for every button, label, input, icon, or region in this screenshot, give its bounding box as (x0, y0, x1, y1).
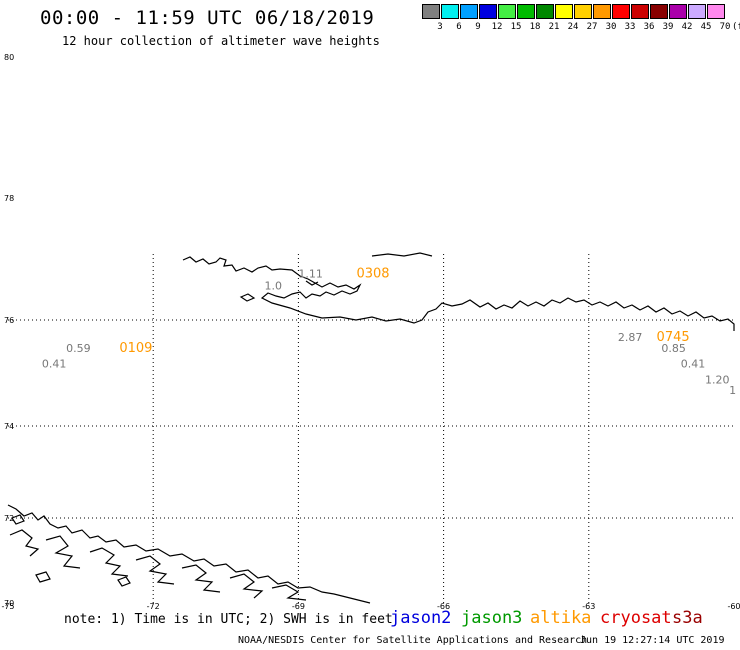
legend-swatch (574, 4, 592, 19)
legend-swatch (555, 4, 573, 19)
latitude-tick-label: 76 (4, 316, 14, 325)
legend-swatch (612, 4, 630, 19)
legend-swatch (650, 4, 668, 19)
legend-value-label: 21 (548, 22, 560, 32)
legend-swatch (669, 4, 687, 19)
graticule (8, 254, 734, 603)
pass-time-label: 0109 (119, 341, 152, 356)
satellite-name-jason2: jason2 (390, 608, 452, 628)
legend-value-label: 6 (456, 22, 462, 32)
map-title: 00:00 - 11:59 UTC 06/18/2019 (40, 7, 375, 29)
legend-value-label: 36 (643, 22, 655, 32)
legend-value-label: 33 (624, 22, 636, 32)
satellite-name-altika: altika (530, 608, 592, 628)
wave-height-value: 0.59 (66, 342, 91, 355)
north-coast-islet (239, 293, 256, 302)
wave-height-value: 1 (729, 384, 736, 397)
wave-height-value: 0.41 (681, 358, 706, 371)
legend-swatch (498, 4, 516, 19)
legend-swatch (707, 4, 725, 19)
baffin-fjord-4 (135, 555, 175, 585)
legend-value-label: 42 (681, 22, 693, 32)
latitude-tick-label: 72 (4, 514, 14, 523)
wave-height-value: 0.85 (661, 342, 686, 355)
legend-value-label: 3 (437, 22, 443, 32)
latitude-tick-label: 78 (4, 194, 14, 203)
legend-swatch (460, 4, 478, 19)
legend-swatch (441, 4, 459, 19)
units-note: note: 1) Time is in UTC; 2) SWH is in fe… (64, 612, 393, 627)
satellite-name-s3a: s3a (672, 608, 703, 628)
credit-line: NOAA/NESDIS Center for Satellite Applica… (238, 635, 588, 646)
legend-value-label: 9 (475, 22, 481, 32)
map-labels: -75 -72 -69 -66 -63 -60 80 78 76 74 72 70 0.59 0.41 01… (1, 53, 740, 611)
legend-swatch (688, 4, 706, 19)
baffin-fjord-6 (229, 573, 264, 599)
legend-swatch (631, 4, 649, 19)
baffin-fjord-7 (271, 584, 307, 601)
latitude-tick-label: 70 (4, 599, 14, 608)
latitude-tick-label: 74 (4, 422, 14, 431)
longitude-tick-label: -69 (292, 602, 305, 611)
wave-height-value: 0.41 (42, 358, 67, 371)
wave-height-value: 1.11 (298, 267, 323, 280)
baffin-fjord-5 (181, 564, 221, 593)
legend-value-label: 24 (567, 22, 579, 32)
legend-value-label: 30 (605, 22, 617, 32)
legend-swatch (422, 4, 440, 19)
pass-time-label: 0745 (657, 330, 690, 345)
satellite-name-jason3: jason3 (461, 608, 523, 628)
wave-height-value: 2.87 (618, 331, 643, 344)
generation-timestamp: Jun 19 12:27:14 UTC 2019 (580, 635, 725, 646)
baffin-fjord-3 (89, 547, 129, 577)
baffin-islet-1 (11, 514, 25, 525)
legend-swatch (536, 4, 554, 19)
legend-value-label: 15 (510, 22, 522, 32)
north-coastline (182, 256, 735, 331)
wave-height-value: 1.0 (265, 280, 283, 293)
legend-value-label: 27 (586, 22, 598, 32)
north-coast-inlet (305, 280, 319, 286)
baffin-fjord-2 (45, 535, 81, 569)
legend-value-label: 39 (662, 22, 674, 32)
legend-swatch (479, 4, 497, 19)
wave-height-value: 1.20 (705, 374, 730, 387)
legend-unit-label: (ft) (732, 22, 740, 32)
satellite-name-cryosat: cryosat (600, 608, 672, 628)
legend-value-label: 12 (491, 22, 503, 32)
longitude-tick-label: -66 (437, 602, 450, 611)
legend-swatch (517, 4, 535, 19)
longitude-tick-label: -75 (1, 602, 14, 611)
baffin-islet-3 (35, 571, 51, 583)
pass-time-label: 0308 (356, 266, 389, 281)
legend-value-label: 70 (719, 22, 731, 32)
longitude-tick-label: -63 (582, 602, 595, 611)
legend-value-label: 18 (529, 22, 541, 32)
south-coastline (7, 504, 371, 604)
latitude-tick-label: 80 (4, 53, 14, 62)
map-subtitle: 12 hour collection of altimeter wave hei… (62, 34, 380, 48)
longitude-tick-label: -72 (147, 602, 160, 611)
north-coast-ridge (371, 252, 433, 257)
longitude-tick-label: -60 (727, 602, 740, 611)
baffin-fjord-1 (9, 529, 40, 557)
legend-value-label: 45 (700, 22, 712, 32)
coastline (7, 252, 735, 604)
legend-swatch (593, 4, 611, 19)
baffin-islet-2 (117, 576, 131, 587)
